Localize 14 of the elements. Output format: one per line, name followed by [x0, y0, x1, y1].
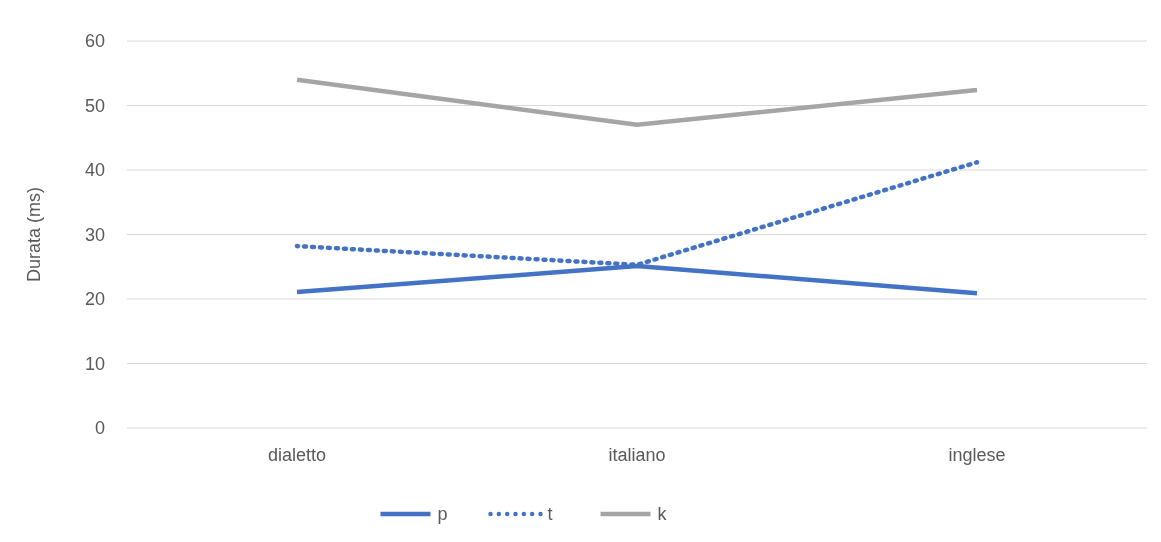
x-tick-label: inglese — [948, 445, 1006, 465]
y-tick-label: 10 — [84, 353, 105, 374]
x-tick-label: dialetto — [267, 445, 327, 465]
y-tick-label: 20 — [84, 289, 105, 310]
y-axis-title: Durata (ms) — [24, 186, 44, 283]
y-tick-label: 30 — [84, 224, 105, 245]
y-tick-label: 60 — [84, 31, 105, 52]
y-tick-label: 50 — [84, 95, 105, 116]
legend-label: k — [657, 504, 668, 525]
y-tick-label: 0 — [94, 418, 105, 439]
x-tick-label: italiano — [608, 445, 666, 465]
legend-label: t — [547, 504, 553, 525]
y-tick-label: 40 — [84, 160, 105, 181]
legend-label: p — [437, 504, 448, 525]
